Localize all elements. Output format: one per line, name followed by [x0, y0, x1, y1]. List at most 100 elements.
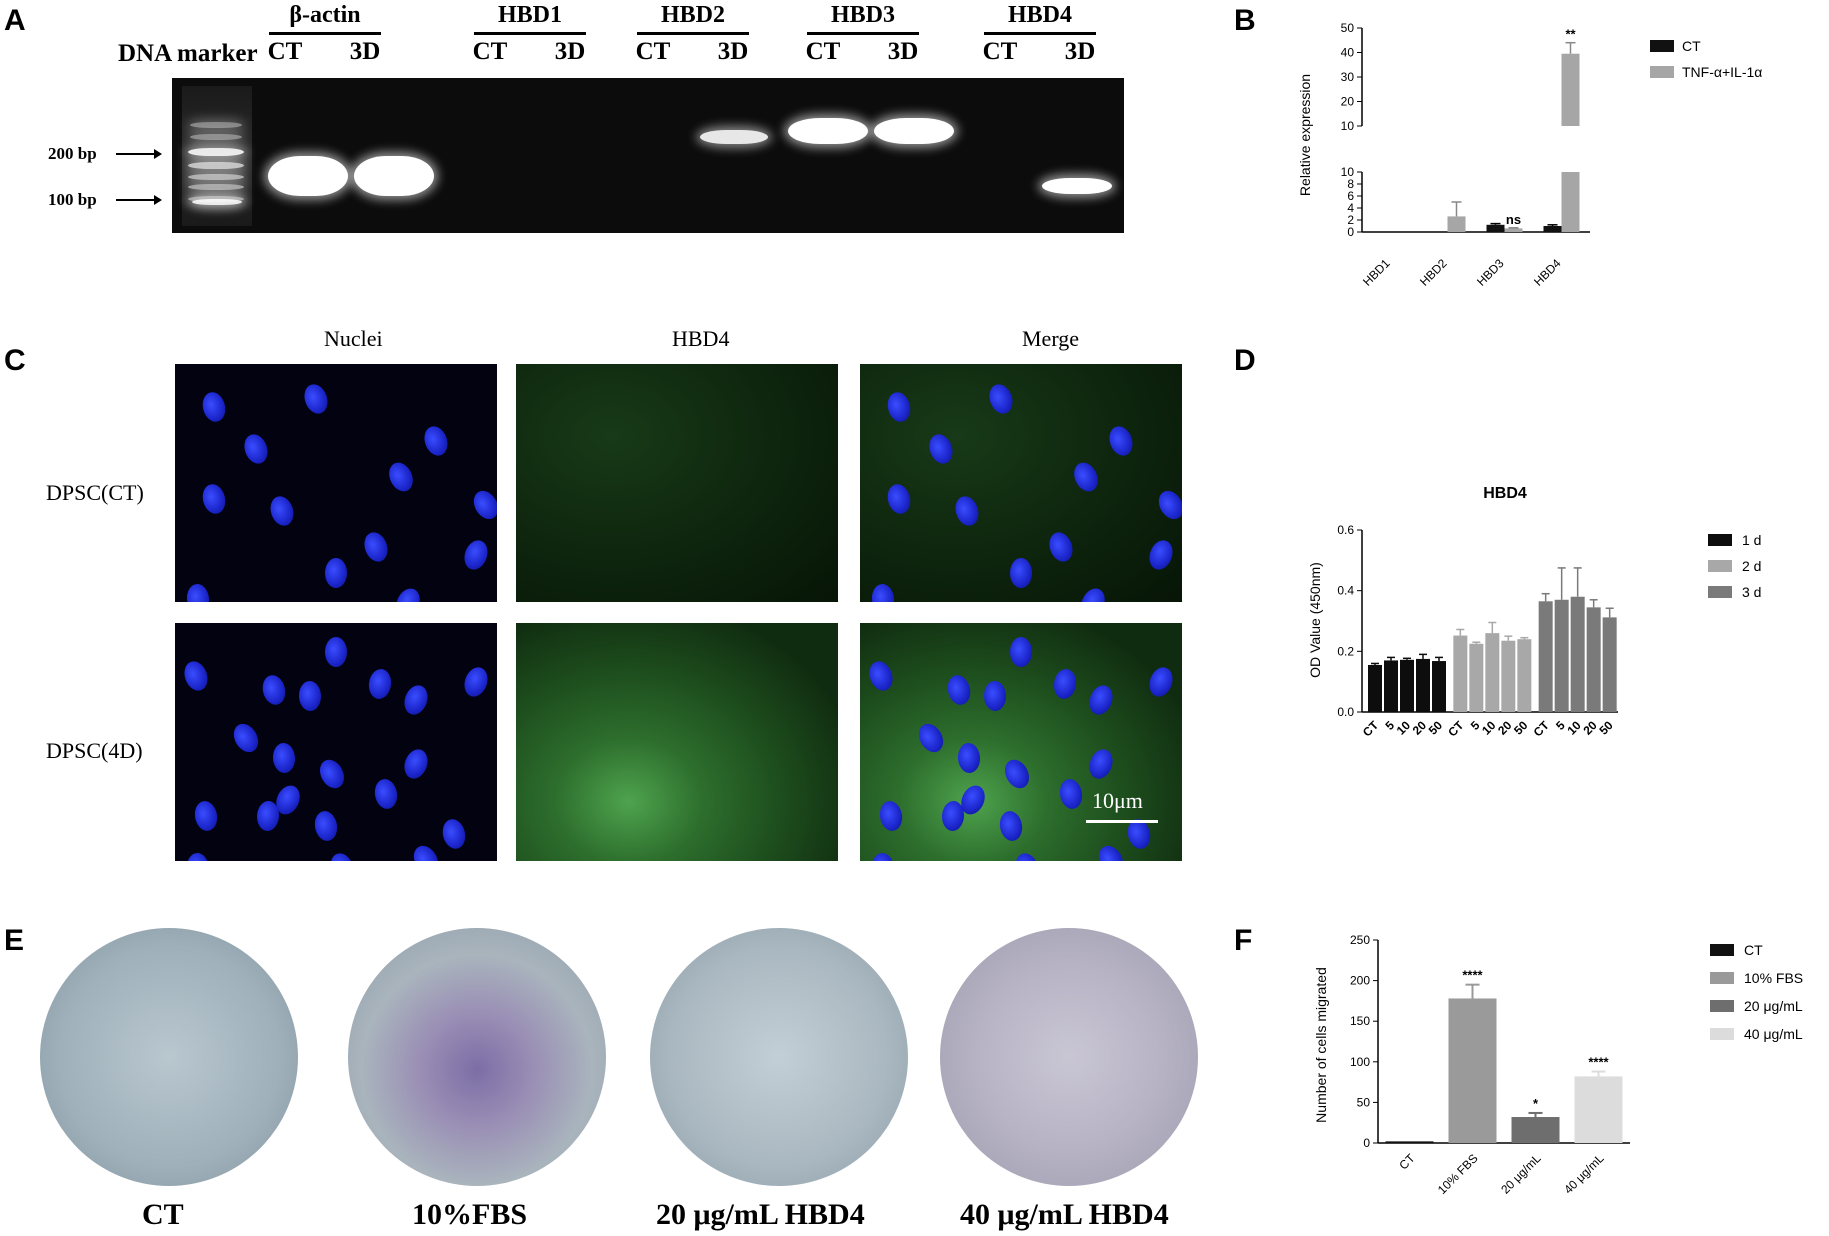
- nucleus: [1010, 637, 1032, 667]
- bar: [1561, 53, 1580, 126]
- hbd3-ct-band: [788, 118, 868, 144]
- ladder-band: [192, 199, 242, 205]
- nucleus: [439, 816, 469, 852]
- hbd3-3d-band: [874, 118, 954, 144]
- ladder-band: [188, 148, 244, 156]
- nucleus: [1010, 558, 1032, 588]
- bar: [1602, 617, 1617, 712]
- size-label-200: 200 bp: [48, 144, 97, 163]
- micrograph-4d-merge: [860, 623, 1182, 861]
- dish-10fbs: [348, 928, 606, 1186]
- x-tick-label: CT: [1445, 718, 1467, 740]
- dish-label-40: 40 μg/mL HBD4: [960, 1198, 1169, 1231]
- nucleus: [384, 458, 418, 496]
- x-tick-label: 20 μg/mL: [1498, 1151, 1544, 1197]
- nucleus: [877, 799, 905, 833]
- ladder-band: [190, 134, 242, 140]
- y-tick-label: 50: [1357, 1095, 1371, 1109]
- bar: [1501, 640, 1516, 712]
- dish-label-ct: CT: [142, 1198, 184, 1231]
- y-tick-label: 200: [1350, 974, 1370, 988]
- nucleus: [460, 537, 492, 573]
- x-tick-label: CT: [1360, 718, 1382, 740]
- beta-actin-3d-band: [354, 156, 434, 196]
- y-tick-label: 30: [1341, 70, 1355, 84]
- size-label-100: 100 bp: [48, 190, 97, 209]
- nucleus: [460, 664, 492, 700]
- row-label-ct: DPSC(CT): [46, 480, 144, 505]
- y-tick-label: 4: [1347, 201, 1354, 215]
- significance-label: ns: [1506, 212, 1521, 227]
- dish-40: [940, 928, 1198, 1186]
- gel-image: [172, 78, 1124, 233]
- x-tick-label: HBD1: [1360, 256, 1393, 289]
- bar: [1486, 224, 1505, 232]
- x-tick-label: 10% FBS: [1435, 1151, 1481, 1197]
- nucleus: [1105, 423, 1137, 459]
- nucleus: [1145, 664, 1177, 700]
- beta-actin-ct-band: [268, 156, 348, 196]
- y-tick-label: 20: [1341, 95, 1355, 109]
- nucleus: [372, 777, 400, 811]
- micrograph-ct-nuclei: [175, 364, 497, 602]
- ladder-band: [188, 184, 244, 190]
- nucleus: [951, 493, 983, 529]
- nucleus: [1076, 584, 1110, 602]
- y-tick-label: 0: [1347, 225, 1354, 239]
- gene-underline: [269, 32, 381, 35]
- nucleus: [884, 481, 914, 517]
- significance-label: *: [1533, 1096, 1539, 1111]
- nucleus: [300, 381, 332, 417]
- y-tick-label: 2: [1347, 213, 1354, 227]
- panel-a-letter: A: [4, 4, 26, 37]
- nucleus: [884, 389, 914, 425]
- legend-label: 3 d: [1742, 584, 1761, 600]
- nucleus: [325, 637, 347, 667]
- legend-swatch: [1710, 1028, 1734, 1040]
- gene-name: HBD4: [1007, 2, 1072, 28]
- nucleus: [1045, 529, 1077, 565]
- bar: [1538, 601, 1553, 712]
- nucleus: [185, 851, 211, 861]
- lane-label-ct: CT: [472, 38, 508, 65]
- panel-d-letter: D: [1234, 344, 1256, 377]
- y-tick-label: 0.0: [1337, 705, 1354, 719]
- bar: [1448, 998, 1497, 1143]
- significance-label: **: [1565, 27, 1576, 42]
- nucleus: [1011, 850, 1043, 861]
- nucleus: [913, 719, 949, 757]
- y-tick-label: 100: [1350, 1055, 1370, 1069]
- y-axis-label: Relative expression: [1297, 74, 1313, 196]
- nucleus: [271, 742, 297, 774]
- nucleus: [1085, 746, 1117, 782]
- nucleus: [180, 658, 212, 694]
- micrograph-4d-nuclei: [175, 623, 497, 861]
- legend-swatch: [1710, 972, 1734, 984]
- x-tick-label: CT: [1531, 718, 1553, 740]
- gene-underline: [807, 32, 919, 35]
- legend-swatch: [1650, 40, 1674, 52]
- legend-label: CT: [1682, 38, 1701, 54]
- y-tick-label: 50: [1341, 21, 1355, 35]
- legend-label: 2 d: [1742, 558, 1761, 574]
- nucleus: [199, 389, 229, 425]
- legend-swatch: [1708, 586, 1732, 598]
- y-axis-label: Number of cells migrated: [1313, 967, 1329, 1123]
- nucleus: [1085, 682, 1117, 718]
- chart-title: HBD4: [1483, 485, 1527, 502]
- bar: [1385, 1141, 1434, 1143]
- bar: [1485, 633, 1500, 712]
- y-tick-label: 150: [1350, 1014, 1370, 1028]
- bar: [1543, 226, 1562, 232]
- nucleus: [298, 680, 322, 712]
- nucleus: [360, 529, 392, 565]
- legend-swatch: [1708, 560, 1732, 572]
- dna-marker-title: DNA marker: [118, 40, 258, 67]
- nucleus: [400, 746, 432, 782]
- nucleus: [865, 658, 897, 694]
- arrow-200-head: [154, 149, 162, 159]
- bar: [1511, 1117, 1560, 1143]
- micrograph-4d-hbd4: [516, 623, 838, 861]
- y-tick-label: 40: [1341, 46, 1355, 60]
